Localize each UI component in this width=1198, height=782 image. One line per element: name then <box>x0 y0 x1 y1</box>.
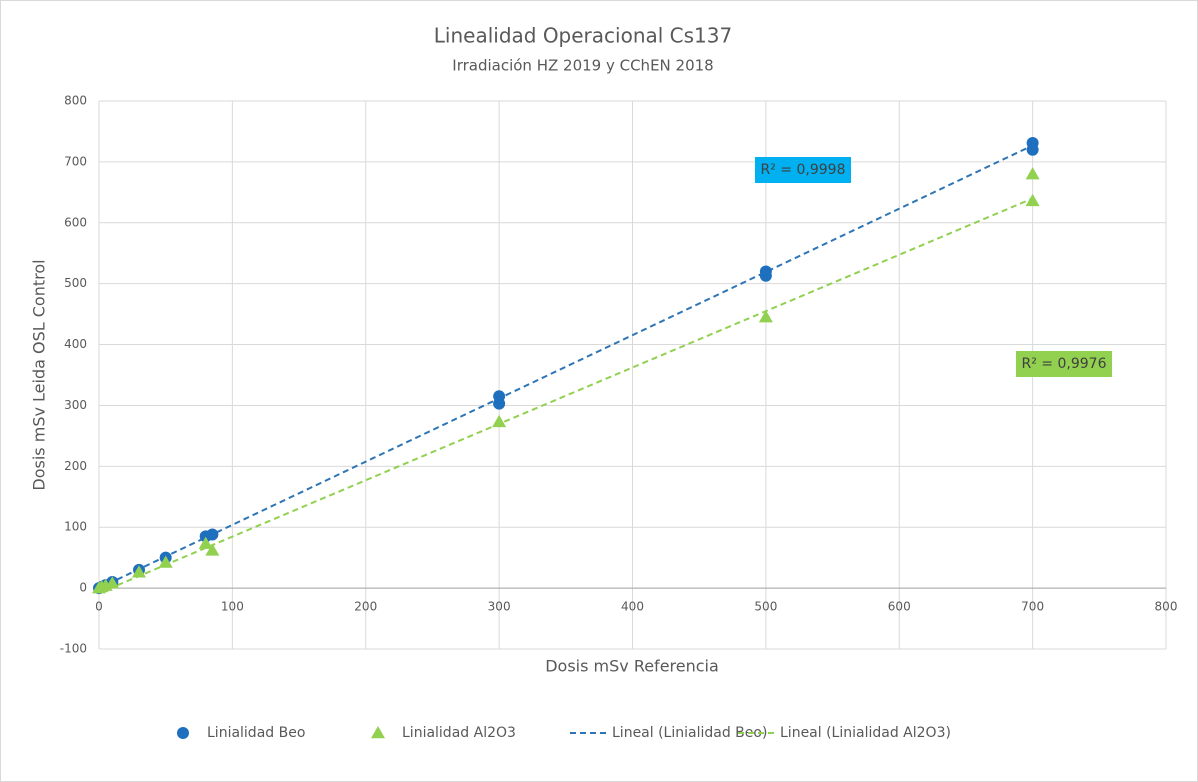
data-point <box>158 555 173 568</box>
data-point <box>198 536 213 549</box>
y-tick-label: 800 <box>64 94 87 108</box>
y-tick-label: 0 <box>79 581 87 595</box>
x-axis-label: Dosis mSv Referencia <box>545 657 719 676</box>
y-axis-label: Dosis mSv Leida OSL Control <box>30 259 49 490</box>
y-tick-label: 100 <box>64 520 87 534</box>
legend-label: Linialidad Beo <box>207 725 305 741</box>
data-point <box>1025 167 1040 180</box>
legend-label: Linialidad Al2O3 <box>402 725 516 741</box>
y-tick-label: -100 <box>60 642 87 656</box>
x-tick-label: 300 <box>488 600 511 614</box>
data-point <box>105 576 120 589</box>
y-tick-label: 200 <box>64 459 87 473</box>
data-point <box>1026 137 1039 150</box>
data-point <box>759 265 772 278</box>
x-tick-label: 200 <box>354 600 377 614</box>
annotation-box <box>1016 351 1112 377</box>
y-tick-label: 500 <box>64 276 87 290</box>
x-tick-label: 400 <box>621 600 644 614</box>
x-tick-label: 600 <box>888 600 911 614</box>
legend-label: Lineal (Linialidad Al2O3) <box>780 725 951 741</box>
legend-swatch <box>371 726 385 739</box>
x-tick-label: 800 <box>1155 600 1178 614</box>
y-tick-label: 600 <box>64 215 87 229</box>
data-point <box>1025 193 1040 207</box>
chart-subtitle: Irradiación HZ 2019 y CChEN 2018 <box>452 57 713 75</box>
annotation: R² = 0,9998 <box>761 162 846 178</box>
data-point <box>493 390 506 403</box>
x-tick-label: 700 <box>1021 600 1044 614</box>
x-tick-label: 500 <box>754 600 777 614</box>
data-point <box>132 565 147 578</box>
trendline <box>98 197 1034 594</box>
chart-title: Linealidad Operacional Cs137 <box>434 24 732 48</box>
legend-label: Lineal (Linialidad Beo) <box>612 725 767 741</box>
annotation: R² = 0,9976 <box>1022 356 1107 372</box>
data-point <box>758 310 773 323</box>
y-tick-label: 400 <box>64 337 87 351</box>
legend-swatch <box>177 727 189 739</box>
y-tick-label: 700 <box>64 154 87 168</box>
data-point <box>206 528 219 541</box>
data-point <box>492 414 507 428</box>
x-tick-label: 100 <box>221 600 244 614</box>
trendline <box>98 144 1034 590</box>
annotation-box <box>755 157 851 183</box>
x-tick-label: 0 <box>95 600 103 614</box>
y-tick-label: 300 <box>64 398 87 412</box>
data-point <box>205 543 220 556</box>
